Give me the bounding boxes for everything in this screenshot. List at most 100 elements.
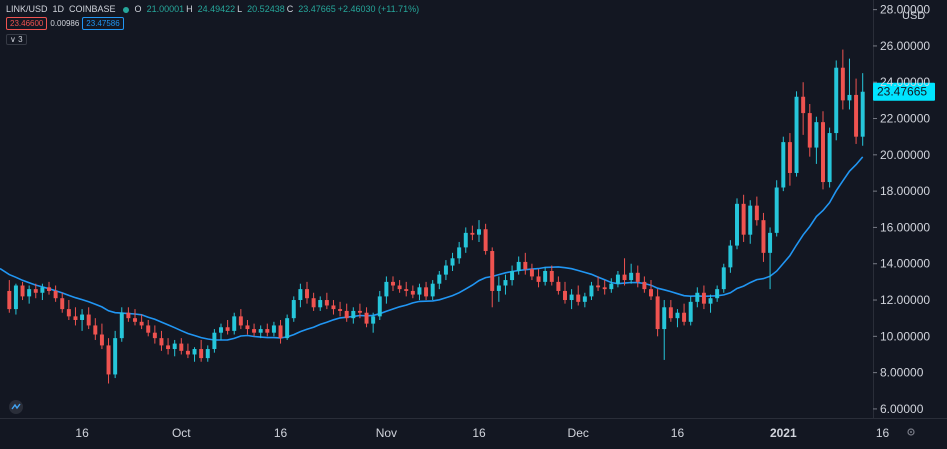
candle-body bbox=[404, 289, 409, 291]
candle-body bbox=[364, 312, 369, 324]
candle bbox=[410, 285, 415, 299]
candle-body bbox=[311, 298, 316, 308]
candle-body bbox=[7, 290, 12, 310]
candle-body bbox=[668, 307, 673, 319]
candle-body bbox=[437, 274, 442, 284]
candle-body bbox=[40, 287, 45, 293]
candle bbox=[391, 276, 395, 291]
candle-body bbox=[662, 307, 667, 330]
candle bbox=[285, 314, 290, 340]
candle bbox=[437, 270, 442, 290]
tradingview-logo-icon[interactable] bbox=[9, 400, 23, 414]
ask-price-button[interactable]: 23.47586 bbox=[82, 17, 124, 30]
candle-body bbox=[443, 265, 448, 275]
last-price-tag-background bbox=[873, 82, 935, 101]
candle-body bbox=[73, 316, 78, 320]
candle bbox=[821, 111, 825, 190]
candle bbox=[556, 276, 561, 295]
candle-body bbox=[13, 285, 18, 310]
candle-body bbox=[827, 133, 832, 183]
candle bbox=[582, 292, 587, 308]
candle-body bbox=[331, 305, 336, 310]
price-tick-label: 20.00000 bbox=[880, 148, 930, 162]
candle bbox=[113, 330, 118, 379]
candle bbox=[675, 309, 680, 328]
price-tick-label: 10.00000 bbox=[880, 329, 930, 343]
candle bbox=[172, 339, 177, 357]
candle bbox=[146, 319, 151, 337]
time-tick-label: 16 bbox=[671, 426, 685, 440]
bid-price-button[interactable]: 23.46600 bbox=[6, 17, 48, 30]
price-tick-label: 18.00000 bbox=[880, 184, 930, 198]
candle-body bbox=[357, 310, 362, 313]
candle-body bbox=[503, 280, 508, 286]
candle bbox=[377, 290, 382, 320]
candle bbox=[265, 323, 270, 337]
candles-layer bbox=[7, 49, 865, 384]
legend-interval[interactable]: 1D bbox=[52, 4, 65, 14]
candle bbox=[40, 283, 45, 301]
candle-body bbox=[166, 345, 171, 350]
low-label: L bbox=[237, 4, 243, 14]
candle bbox=[47, 281, 51, 295]
candle bbox=[252, 323, 257, 337]
time-tick-label: Nov bbox=[376, 426, 397, 440]
candle-body bbox=[298, 289, 303, 301]
candle bbox=[781, 136, 786, 192]
candle bbox=[563, 281, 567, 304]
gear-icon[interactable] bbox=[907, 428, 915, 436]
time-tick-label: Oct bbox=[172, 426, 191, 440]
candle bbox=[33, 283, 38, 299]
open-value: 21.00001 bbox=[146, 4, 185, 14]
candle bbox=[576, 285, 581, 306]
candle-body bbox=[159, 338, 164, 346]
candle bbox=[344, 303, 349, 322]
candle-body bbox=[106, 345, 111, 375]
candle-body bbox=[854, 94, 859, 137]
candle-body bbox=[589, 285, 594, 297]
candle-body bbox=[232, 316, 237, 331]
candle-body bbox=[794, 96, 799, 173]
candle-body bbox=[252, 329, 257, 333]
indicators-toggle[interactable]: ∨ 3 bbox=[6, 34, 421, 45]
candle-body bbox=[774, 187, 779, 233]
last-price-tag: 23.47665 bbox=[873, 82, 935, 101]
candle-body bbox=[245, 325, 250, 330]
candle bbox=[258, 325, 263, 339]
candle-body bbox=[80, 314, 85, 320]
candle bbox=[629, 263, 634, 284]
candle bbox=[635, 265, 640, 288]
candle bbox=[324, 292, 329, 310]
candle bbox=[490, 247, 495, 308]
candle bbox=[311, 292, 316, 311]
candle-body bbox=[781, 142, 786, 188]
candle bbox=[807, 104, 812, 157]
candle-body bbox=[496, 285, 501, 291]
candle-body bbox=[238, 316, 243, 326]
candle-body bbox=[821, 122, 825, 183]
candle bbox=[80, 309, 85, 331]
candle bbox=[529, 263, 534, 281]
candle bbox=[443, 260, 448, 281]
candle-body bbox=[543, 270, 548, 282]
candle-body bbox=[768, 232, 773, 253]
candle bbox=[20, 281, 25, 301]
candle bbox=[13, 283, 18, 315]
candle bbox=[748, 200, 753, 244]
candle bbox=[642, 276, 647, 293]
candle bbox=[119, 307, 124, 342]
candle-body bbox=[556, 281, 561, 291]
candle-body bbox=[748, 205, 753, 235]
candle-body bbox=[126, 312, 131, 319]
indicators-chevron-icon[interactable]: ∨ 3 bbox=[6, 34, 27, 45]
candle-body bbox=[285, 318, 290, 339]
open-label: O bbox=[134, 4, 142, 14]
candle bbox=[232, 312, 237, 335]
candle bbox=[510, 265, 515, 286]
candle-body bbox=[728, 245, 733, 268]
legend-symbol[interactable]: LINK/USD bbox=[6, 4, 48, 14]
close-label: C bbox=[286, 4, 294, 14]
candle-body bbox=[649, 289, 653, 297]
candle bbox=[205, 345, 210, 362]
